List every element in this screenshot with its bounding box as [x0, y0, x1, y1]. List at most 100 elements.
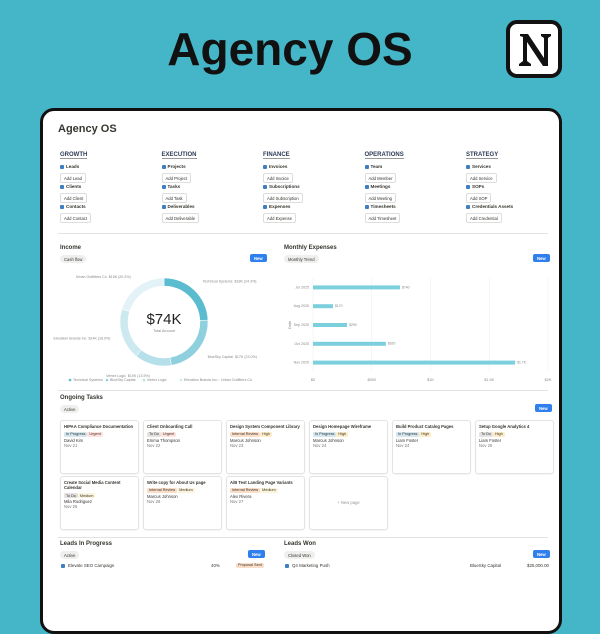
assignee: Alex Rivera: [230, 493, 252, 499]
due-date: Nov 25: [479, 442, 493, 448]
nav-button[interactable]: Add Invoice: [263, 173, 293, 183]
icon: [364, 165, 369, 169]
nav-button[interactable]: Add Service: [466, 173, 497, 183]
view-tab[interactable]: Monthly Trend: [284, 255, 319, 263]
nav-button[interactable]: Add Lead: [60, 173, 86, 183]
nav-link[interactable]: Clients: [66, 184, 82, 189]
bar-value-label: $620: [388, 342, 396, 346]
nav-button[interactable]: Add SOP: [466, 193, 492, 203]
nav-button[interactable]: Add Project: [161, 173, 192, 183]
assignee: David Kim: [64, 437, 84, 443]
nav-link[interactable]: SOPs: [472, 184, 485, 189]
task-card[interactable]: A/B Test Landing Page Variants Internal R…: [226, 476, 305, 530]
task-card[interactable]: Write copy for About Us page Internal Rev…: [143, 476, 222, 530]
task-card[interactable]: HIPAA Compliance Documentation In Progres…: [60, 420, 139, 474]
section-title: Monthly Expenses: [284, 245, 337, 251]
nav-heading: STRATEGY: [466, 152, 499, 159]
nav-button[interactable]: Add Credential: [466, 213, 502, 223]
task-card[interactable]: Setup Google Analytics 4 To Do High Liam Fo…: [475, 420, 554, 474]
task-card[interactable]: Client Onboarding Call To Do Urgent Emma Th…: [143, 420, 222, 474]
nav-link[interactable]: Team: [370, 164, 383, 169]
nav-link[interactable]: Subscriptions: [269, 184, 300, 189]
bar-value-label: $290: [349, 323, 357, 327]
priority-tag: High: [260, 431, 272, 437]
nav-link[interactable]: Projects: [167, 164, 186, 169]
nav-link[interactable]: Deliverables: [167, 204, 195, 209]
priority-tag: Medium: [260, 487, 278, 493]
priority-tag: High: [336, 431, 349, 437]
page-title: Agency OS: [167, 23, 413, 75]
legend-swatch: [179, 378, 183, 382]
icon: [60, 205, 64, 209]
nav-link[interactable]: Meetings: [370, 184, 391, 189]
nav-button[interactable]: Add Meeting: [364, 193, 397, 203]
slice-label: Technical Systems $18K (24.3%): [203, 280, 257, 284]
nav-button[interactable]: Add Subscription: [263, 193, 303, 203]
priority-tag: High: [419, 431, 432, 437]
new-page-label[interactable]: + New page: [337, 500, 360, 505]
donut-slice: [136, 349, 172, 367]
new-button[interactable]: New: [533, 254, 550, 262]
status-tag: In Progress: [396, 431, 420, 437]
slice-value: $17K (23.0%): [235, 355, 257, 359]
task-card[interactable]: Build Product Catalog Pages In Progress Hi…: [392, 420, 471, 474]
due-date: Nov 21: [64, 442, 78, 448]
nav-button[interactable]: Add Contact: [60, 213, 92, 223]
nav-button[interactable]: Add Expense: [263, 213, 296, 223]
nav-button[interactable]: Add Client: [60, 193, 88, 203]
icon: [61, 564, 65, 568]
lead-stage: Proposal Sent: [236, 562, 264, 568]
new-button[interactable]: New: [535, 404, 552, 412]
task-card[interactable]: Design Homepage Wireframe In Progress High…: [309, 420, 388, 474]
new-button[interactable]: New: [248, 550, 265, 558]
icon: [364, 185, 369, 189]
icon: [466, 165, 470, 169]
nav-button[interactable]: Add Deliverable: [161, 213, 200, 223]
nav-heading: GROWTH: [60, 152, 88, 159]
view-tab[interactable]: Active: [60, 405, 80, 413]
nav-link[interactable]: Credentials Assets: [472, 204, 514, 209]
assignee: Liam Foster: [396, 437, 419, 443]
bar: [313, 323, 348, 327]
slice-value: $18K (24.3%): [235, 280, 257, 284]
nav-link[interactable]: Tasks: [167, 184, 181, 189]
nav-link[interactable]: Expenses: [269, 204, 291, 209]
task-card[interactable]: Design System Component Library Internal …: [226, 420, 305, 474]
nav-link[interactable]: Invoices: [269, 164, 288, 169]
task-card[interactable]: Create Social Media Content Calendar To D…: [60, 476, 139, 530]
status-tag: In Progress: [64, 431, 88, 437]
new-page-card[interactable]: + New page: [309, 476, 388, 530]
legend-label: Urban Outfitters Co: [221, 378, 252, 382]
y-tick-label: Jul 2025: [295, 285, 309, 289]
nav-link[interactable]: Timesheets: [370, 204, 396, 209]
priority-tag: Urgent: [160, 431, 177, 437]
divider: [58, 233, 548, 234]
divider: [58, 390, 548, 391]
lead-name: Elevate SEO Campaign: [68, 563, 115, 568]
nav-button[interactable]: Add Timesheet: [364, 213, 401, 223]
view-tab[interactable]: Cash flow: [60, 255, 87, 263]
slice-label: Elevation Brands Inc $14K (18.9%): [54, 336, 111, 340]
nav-button[interactable]: Add Member: [364, 173, 397, 183]
nav-link[interactable]: Contacts: [66, 204, 86, 209]
view-tab[interactable]: Closed Won: [284, 551, 315, 559]
status-tag: To Do: [147, 431, 161, 437]
bar: [313, 341, 386, 346]
legend-swatch: [68, 378, 72, 382]
legend-label: Technical Systems: [73, 378, 103, 382]
nav-link[interactable]: Leads: [66, 164, 80, 169]
nav-button[interactable]: Add Task: [161, 193, 187, 203]
view-tab[interactable]: Active: [60, 551, 80, 559]
nav-link[interactable]: Services: [472, 164, 491, 169]
priority-tag: Medium: [77, 493, 96, 499]
new-button[interactable]: New: [533, 550, 550, 558]
divider: [58, 537, 548, 538]
slice-category: Elevation Brands Inc: [54, 336, 87, 340]
due-date: Nov 22: [147, 442, 161, 448]
task-title: Design Homepage Wireframe: [313, 424, 372, 429]
assignee: Marcus Johnson: [147, 493, 178, 499]
donut-slice: [119, 308, 142, 357]
x-tick-label: $1.5K: [484, 378, 494, 382]
new-button[interactable]: New: [250, 254, 267, 262]
legend-label: BlueSky Capital: [110, 378, 136, 382]
